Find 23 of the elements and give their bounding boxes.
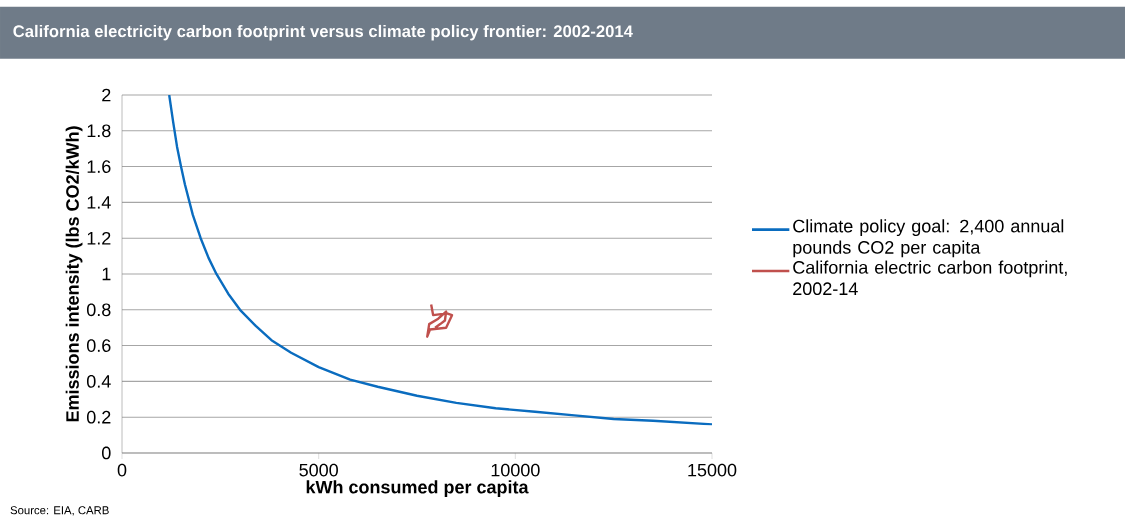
y-tick-label: 0.6 [86,339,111,352]
y-tick-label: 1.4 [87,196,111,209]
x-tick-label: 0 [117,463,127,477]
x-tick-label: 5000 [299,463,338,477]
x-axis-title: kWh consumed per capita [306,480,529,498]
y-tick-label: 0.8 [86,303,111,317]
y-tick-label: 0.4 [86,375,111,388]
legend-label: Climate policy goal: 2,400 annual pounds CO2 per capita [793,219,1064,258]
legend-label: California electric carbon footprint, 2002-14 [793,260,1067,296]
y-tick-label: 0.2 [86,410,111,424]
y-tick-label: 2 [102,88,111,102]
source-note: Source: EIA, CARB [10,506,109,516]
line-series [168,94,712,426]
y-tick-label: 1.2 [87,231,111,245]
y-tick-label: 1.6 [87,160,111,173]
y-tick-label: 1.8 [87,124,111,138]
x-tick-label: 10000 [491,463,540,477]
line-series [426,303,454,338]
y-axis-title: Emissions intensity (lbs CO2/kWh) [65,126,83,422]
chart-title: California electricity carbon footprint versus climate policy frontier: 2002-2014 [13,24,633,41]
x-tick-label: 15000 [688,463,737,477]
y-tick-label: 1 [102,267,111,281]
y-tick-label: 0 [102,446,111,460]
